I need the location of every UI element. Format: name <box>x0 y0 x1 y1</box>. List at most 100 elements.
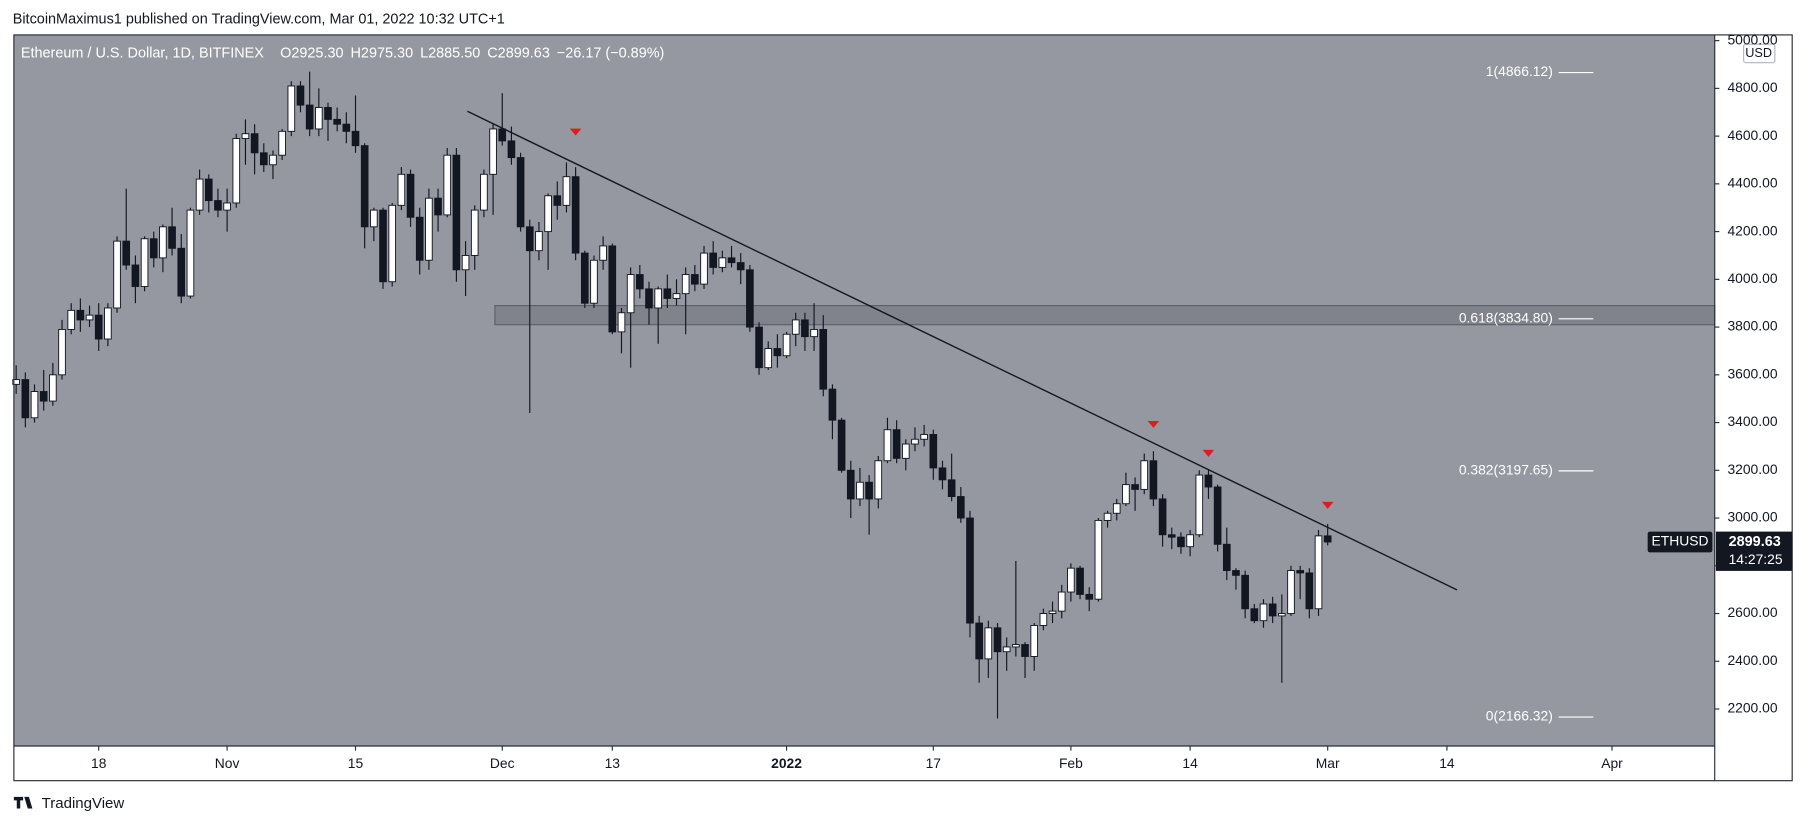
y-tick-label: 2600.00 <box>1727 604 1777 620</box>
candle-body <box>214 200 222 211</box>
candle-body <box>746 269 754 328</box>
candle-body <box>709 252 718 268</box>
candle-body <box>636 274 644 290</box>
symbol-tag <box>1647 531 1713 553</box>
trend-line <box>467 110 1458 591</box>
candle-body <box>984 627 993 660</box>
candle-body <box>333 118 341 125</box>
brand-name: TradingView <box>42 795 125 812</box>
y-tick-label: 3000.00 <box>1727 509 1777 525</box>
candle-body <box>865 481 873 500</box>
candle-body <box>791 319 800 335</box>
candle-body <box>1076 567 1084 595</box>
brand-logo <box>13 796 33 809</box>
candle-body <box>498 128 507 142</box>
candle-body <box>315 107 323 130</box>
candle-body <box>122 240 131 266</box>
candle-body <box>406 173 415 218</box>
candle-body <box>727 257 736 264</box>
candle-body <box>535 231 543 252</box>
candle-body <box>67 309 76 330</box>
candle-body <box>85 314 94 321</box>
candle-body <box>434 197 442 216</box>
currency-label: USD <box>1745 45 1772 60</box>
candle-body <box>1241 574 1249 610</box>
candle-body <box>773 348 782 357</box>
candle-body <box>1002 646 1011 653</box>
y-tick-label: 4400.00 <box>1727 175 1777 191</box>
candle-body <box>149 238 158 259</box>
symbol-tag-label: ETHUSD <box>1652 533 1709 549</box>
legend-value: 2899.63 <box>498 45 550 61</box>
chart-pane: 1(4866.12) 0.618(3834.80) 0.382(3197.65) 0(… <box>12 34 1716 746</box>
candle-body <box>94 314 103 340</box>
candle-body <box>883 429 892 462</box>
x-tick-label: 2022 <box>771 755 802 771</box>
candle-body <box>856 481 864 500</box>
x-tick-label: 13 <box>605 755 621 771</box>
candle-body <box>1103 512 1112 521</box>
candle-body <box>1012 644 1020 648</box>
candle-body <box>278 130 286 156</box>
candle-body <box>654 288 662 309</box>
candle-body <box>911 438 919 445</box>
legend-value: 2975.30 <box>361 45 413 61</box>
price-tag-value: 2899.63 <box>1729 534 1781 550</box>
candle-body <box>1112 503 1121 514</box>
candle-body <box>223 202 231 211</box>
candle-body <box>461 255 470 271</box>
x-tick-label: Mar <box>1316 755 1340 771</box>
candle-body <box>1131 484 1139 490</box>
candle-body <box>195 178 204 211</box>
candle-body <box>1158 498 1167 536</box>
rejection-marker <box>1147 420 1160 428</box>
candle-body <box>113 240 121 309</box>
fib-label: 0(2166.32) <box>1486 708 1553 724</box>
candle-body <box>608 245 617 333</box>
x-tick-label: Nov <box>215 755 240 771</box>
candle-body <box>599 245 607 261</box>
candle-body <box>801 319 809 338</box>
candle-body <box>443 154 452 216</box>
candle-body <box>204 178 213 202</box>
price-tag <box>1715 531 1793 571</box>
candle-body <box>810 329 818 338</box>
y-tick-label: 3800.00 <box>1727 318 1777 334</box>
candle-body <box>159 226 167 259</box>
candle-body <box>975 622 983 660</box>
candle-body <box>452 154 461 271</box>
y-tick-label: 5000.00 <box>1727 31 1777 47</box>
candle-body <box>1140 460 1149 490</box>
candle-body <box>553 195 562 206</box>
candle-body <box>296 85 305 106</box>
candle-body <box>1195 474 1204 536</box>
candle-body <box>718 257 727 268</box>
candle-body <box>507 140 516 159</box>
candle-body <box>755 326 763 369</box>
price-tag-countdown: 14:27:25 <box>1729 551 1783 567</box>
candle-body <box>645 288 653 309</box>
candle-body <box>901 443 910 459</box>
candle-body <box>782 333 791 357</box>
candle-body <box>186 209 195 297</box>
candle-body <box>874 460 883 500</box>
candle-body <box>480 173 488 211</box>
candle-body <box>131 264 140 287</box>
candle-body <box>681 274 690 295</box>
legend-change: −26.17 (−0.89%) <box>557 45 665 61</box>
candle-body <box>1268 603 1277 617</box>
candle-body <box>324 107 332 120</box>
candle-body <box>360 145 369 228</box>
candle-body <box>177 247 186 297</box>
candle-body <box>892 429 901 459</box>
candle-body <box>672 293 681 299</box>
candle-body <box>617 312 626 333</box>
candle-body <box>1167 534 1176 538</box>
candle-body <box>168 226 176 249</box>
candle-body <box>947 479 956 498</box>
candle-body <box>828 388 837 421</box>
candle-body <box>993 627 1002 653</box>
y-tick-label: 4600.00 <box>1727 127 1777 143</box>
candle-body <box>1030 624 1039 657</box>
